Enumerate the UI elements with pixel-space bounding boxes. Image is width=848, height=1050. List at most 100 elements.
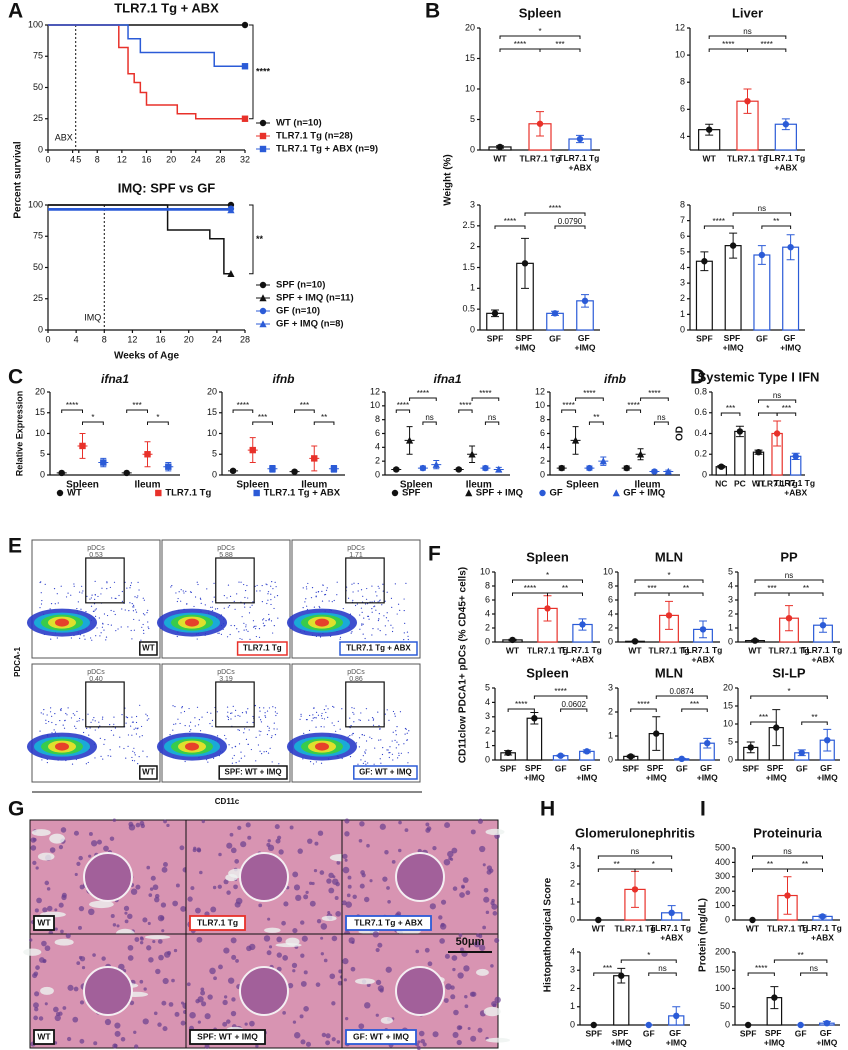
- event-dot: [379, 599, 381, 601]
- nucleus: [386, 886, 390, 890]
- event-dot: [379, 758, 381, 760]
- chart-title: Spleen: [526, 549, 569, 564]
- nucleus: [35, 866, 39, 870]
- event-dot: [41, 759, 43, 761]
- x-tick-label: TLR7.1 Tg +ABX: [681, 645, 724, 664]
- nucleus: [33, 971, 39, 977]
- density: [55, 618, 69, 627]
- event-dot: [274, 734, 277, 736]
- mean-marker: [495, 465, 503, 473]
- mean-marker: [744, 1021, 752, 1029]
- x-tick-label: SPF: [500, 763, 517, 773]
- event-dot: [360, 759, 362, 761]
- glomerulus: [239, 966, 289, 1016]
- event-dot: [245, 626, 247, 628]
- nucleus: [486, 865, 493, 871]
- event-dot: [313, 606, 315, 608]
- event-dot: [365, 749, 367, 751]
- nucleus: [55, 1012, 60, 1017]
- event-dot: [141, 735, 143, 737]
- event-dot: [363, 617, 365, 619]
- x-tick-label: TLR7.1 Tg +ABX: [774, 478, 817, 497]
- bracket: [458, 409, 473, 413]
- event-dot: [73, 583, 75, 585]
- event-dot: [93, 716, 95, 719]
- event-dot: [94, 757, 96, 759]
- mean-marker: [664, 467, 672, 475]
- mean-marker: [330, 465, 338, 472]
- y-tick-label: 50: [33, 262, 43, 272]
- event-dot: [377, 619, 380, 622]
- y-axis-label: CD11clow PDCA1+ pDCs (% CD45+ cells): [458, 567, 469, 763]
- y-tick-label: 2: [570, 983, 575, 993]
- nucleus: [217, 884, 222, 889]
- nucleus: [345, 901, 352, 908]
- legend-marker: [56, 489, 64, 497]
- panel-letter: C: [8, 366, 23, 389]
- event-dot: [233, 600, 235, 603]
- event-dot: [113, 610, 115, 612]
- nucleus: [263, 935, 271, 942]
- chart-title: MLN: [655, 549, 683, 564]
- bracket-label: ns: [657, 413, 665, 422]
- bracket: [747, 48, 787, 52]
- event-dot: [200, 598, 202, 600]
- nucleus: [60, 827, 67, 833]
- bracket: [597, 855, 673, 859]
- event-dot: [362, 755, 364, 757]
- nucleus: [363, 896, 370, 903]
- event-dot: [274, 581, 276, 583]
- nucleus: [54, 1014, 61, 1022]
- x-tick-label: GF: [549, 333, 561, 343]
- y-tick-label: 50: [33, 82, 43, 92]
- mean-marker: [705, 126, 713, 133]
- censor-marker: [227, 206, 235, 214]
- event-dot: [270, 593, 272, 595]
- x-tick-label: SPF +IMQ: [723, 333, 744, 352]
- nucleus: [305, 1041, 312, 1047]
- bracket-label: ***: [690, 700, 699, 709]
- x-tick-label: GF: [555, 763, 567, 773]
- event-dot: [406, 739, 409, 741]
- nucleus: [375, 947, 380, 953]
- event-dot: [189, 721, 192, 723]
- y-tick-label: 8: [680, 199, 685, 209]
- event-dot: [181, 707, 183, 709]
- nucleus: [204, 1013, 211, 1020]
- nucleus: [135, 822, 141, 828]
- nucleus: [46, 887, 51, 891]
- gate: [85, 557, 125, 604]
- nucleus: [275, 838, 281, 844]
- nucleus: [229, 832, 234, 837]
- event-dot: [177, 597, 179, 600]
- event-dot: [259, 750, 261, 752]
- event-dot: [325, 589, 328, 591]
- nucleus: [448, 856, 452, 860]
- event-dot: [184, 724, 186, 727]
- event-dot: [146, 719, 148, 721]
- nucleus: [494, 937, 500, 944]
- mean-marker: [581, 297, 589, 305]
- bracket: [593, 972, 622, 976]
- event-dot: [40, 603, 43, 605]
- gate-percent: 0.40: [89, 676, 103, 683]
- y-tick-label: 100: [715, 900, 730, 910]
- event-dot: [176, 600, 178, 603]
- mean-marker: [749, 916, 756, 924]
- event-dot: [371, 608, 373, 610]
- panel-letter: D: [690, 366, 705, 389]
- y-tick-label: 1: [485, 740, 490, 750]
- event-dot: [299, 718, 301, 720]
- event-dot: [196, 706, 199, 708]
- event-dot: [302, 587, 304, 589]
- event-dot: [190, 591, 192, 593]
- bracket: [484, 421, 500, 425]
- nucleus: [384, 850, 389, 855]
- y-tick-label: 6: [680, 104, 685, 114]
- event-dot: [244, 589, 247, 592]
- nucleus: [230, 937, 237, 944]
- event-dot: [206, 711, 208, 713]
- y-tick-label: 0: [212, 469, 217, 479]
- event-dot: [64, 719, 66, 721]
- event-dot: [388, 719, 390, 721]
